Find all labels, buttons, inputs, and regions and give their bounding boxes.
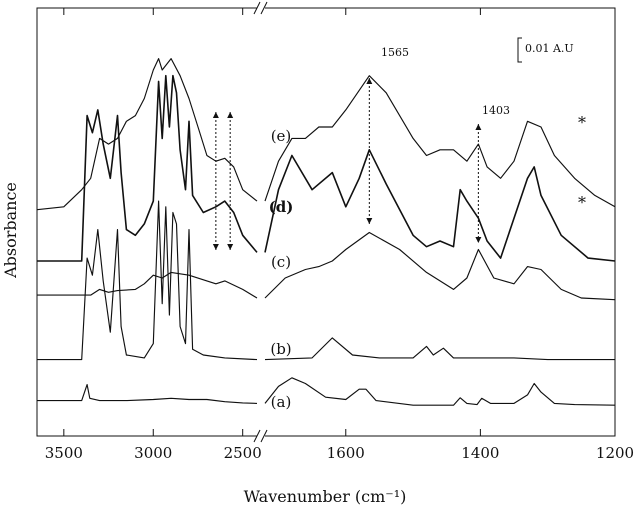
trace-c-right	[264, 231, 616, 301]
x-tick-label: 3500	[45, 444, 83, 462]
trace-label-e: (e)	[271, 127, 292, 145]
scale-bar: 0.01 A.U	[517, 37, 574, 63]
arrow-1403-head	[475, 124, 482, 130]
trace-d-right	[264, 149, 616, 262]
trace-label-c: (c)	[271, 253, 291, 271]
trace-c-left	[37, 271, 258, 299]
x-axis-title: Wavenumber (cm⁻¹)	[244, 487, 407, 506]
trace-d-left	[37, 74, 258, 262]
trace-label-d: (d)	[269, 198, 294, 216]
annotation-arrows	[212, 78, 482, 250]
x-ticks: 3500 3000 2500 1600 1400 1200	[45, 8, 634, 462]
arrow-1565-head	[366, 78, 373, 84]
trace-b-right	[264, 337, 615, 361]
peak-label-1565: 1565	[381, 46, 409, 59]
x-tick-label: 1200	[596, 444, 634, 462]
arrow-1403-head	[475, 237, 482, 243]
arrow-ch-2-head	[227, 244, 234, 250]
plot-frame	[36, 0, 616, 445]
trace-a-right	[264, 377, 616, 406]
axis-break-mark-top	[253, 1, 268, 15]
axis-break-mark-bottom	[253, 429, 268, 443]
trace-b-left	[37, 200, 258, 361]
x-tick-label: 1600	[327, 444, 365, 462]
scale-bar-bracket	[517, 37, 522, 63]
scale-bar-label: 0.01 A.U	[525, 42, 574, 55]
trace-a-left	[37, 384, 258, 404]
star-marker-e: *	[578, 113, 586, 132]
axis-break-gap	[257, 0, 265, 445]
trace-e-left	[36, 58, 258, 211]
axes-box	[36, 7, 616, 437]
arrow-ch-2-head	[227, 112, 234, 118]
peak-label-1403: 1403	[482, 104, 510, 117]
trace-e-right	[264, 75, 616, 208]
x-tick-label: 3000	[134, 444, 172, 462]
arrow-ch-1-head	[212, 112, 219, 118]
trace-label-a: (a)	[271, 393, 292, 411]
star-marker-d: *	[578, 193, 586, 212]
spectrum-traces	[36, 58, 616, 406]
trace-label-b: (b)	[270, 340, 291, 358]
x-tick-label: 1400	[461, 444, 499, 462]
arrow-ch-1-head	[212, 244, 219, 250]
arrow-1565-head	[366, 218, 373, 224]
trace-labels: (a) (b) (c) (d) (e) * *	[269, 113, 586, 411]
y-axis-title: Absorbance	[1, 182, 20, 279]
x-tick-label: 2500	[224, 444, 262, 462]
